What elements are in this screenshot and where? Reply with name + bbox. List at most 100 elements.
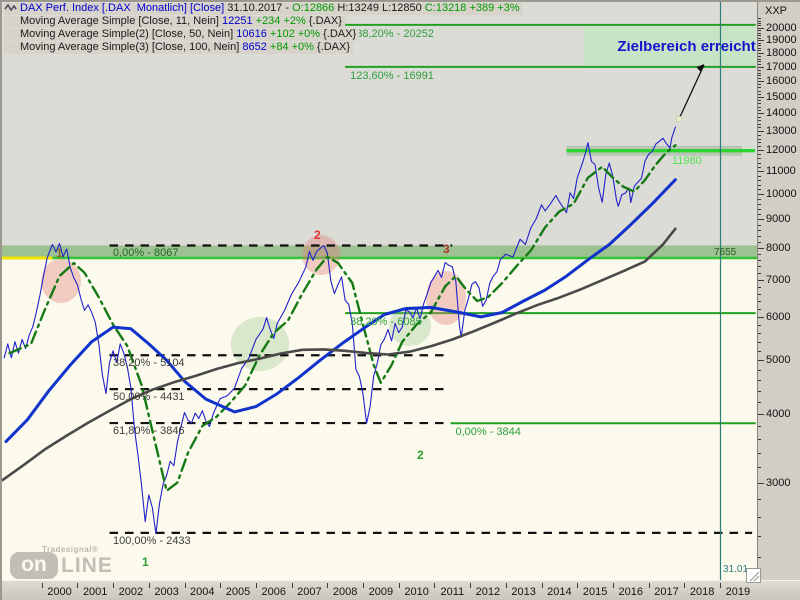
highlight-circle [231,317,289,371]
y-axis-tick-label: 12000 [766,144,797,157]
y-axis-tick-label: 19000 [766,34,797,47]
y-axis-major-tick [758,53,764,55]
y-axis-minor-tick [758,467,761,469]
y-axis-minor-tick [758,370,761,371]
series-moving-average-simple-100- [2,227,677,482]
x-axis-year-label: 2006 [261,586,287,598]
y-axis-tick-label: 13000 [766,125,797,138]
x-axis-year-label: 2013 [511,586,536,598]
y-axis-minor-tick [758,93,761,95]
x-axis-year-label: 2008 [332,586,358,598]
y-axis-minor-tick [758,426,761,427]
y-axis-minor-tick [758,146,761,148]
x-axis-year-label: 2016 [618,586,644,598]
fib-retracement-label: 50,00% - 4431 [113,391,185,404]
y-axis-minor-tick [758,333,761,334]
y-axis-major-tick [758,482,764,484]
y-axis-minor-tick [758,75,761,77]
y-axis-minor-tick [758,116,761,118]
y-axis-minor-tick [758,103,761,105]
elliott-wave-marker: 3 [443,242,450,256]
y-axis-major-tick [758,194,764,195]
y-axis-minor-tick [758,64,761,65]
x-axis-tick [470,583,472,588]
trend-arrow-head [696,64,704,72]
y-axis-minor-tick [758,42,761,44]
y-axis-minor-tick [758,253,761,255]
target-zone-box [584,26,756,65]
y-axis-tick-label: 3000 [766,476,791,489]
fib-retracement-label: 100,00% - 2433 [113,534,191,547]
chart-legend[interactable]: DAX Perf. Index [.DAX Monatlich] [Close]… [4,3,523,55]
legend-text-segment: 8652 [242,41,270,53]
x-axis-year-label: 2003 [154,586,179,598]
y-axis-tick-label: 16000 [766,75,797,88]
x-axis-tick [434,583,436,588]
y-axis-tick-label: 20000 [766,21,797,34]
y-axis-tick-label: 9000 [766,213,791,226]
x-axis-tick [148,583,150,588]
y-axis-tick-label: 11000 [766,165,796,178]
legend-text-segment: 31.10.2017 - [227,2,293,14]
y-axis-minor-tick [758,203,761,205]
fib-retracement-label: 0,00% - 8067 [113,247,179,260]
y-axis-major-tick [758,171,764,173]
legend-text-segment: Moving Average Simple(3) [Close, 100, Ne… [20,41,243,53]
y-axis-minor-tick [758,109,761,111]
cursor-date-label: 31.01. [723,564,751,575]
resize-grip[interactable] [746,568,761,583]
y-axis-tick-label: 5000 [766,354,791,367]
x-axis-tick [684,583,686,588]
y-axis-minor-tick [758,438,761,440]
series-dax-close [3,126,676,535]
y-axis-tick-label: 6000 [766,310,791,323]
y-axis-minor-tick [758,516,761,518]
legend-row-2[interactable]: Moving Average Simple(2) [Close, 50, Nei… [4,3,360,41]
legend-text-segment: +234 +2% [255,15,309,27]
legend-text-segment: {.DAX} [323,28,357,40]
support-zone-value-label: 7655 [714,247,737,259]
x-axis-tick [291,583,293,588]
x-axis-tick [720,583,721,588]
legend-row-1[interactable]: Moving Average Simple [Close, 11, Nein] … [4,3,345,28]
x-axis-year-label: 2005 [225,586,251,598]
y-axis-tick-label: 10000 [766,188,797,200]
legend-text-segment: +102 +0% [269,28,324,40]
y-axis-minor-tick [758,90,761,92]
arrow-handle [676,116,682,122]
x-axis-tick [41,583,43,588]
y-axis-minor-tick [758,557,761,558]
legend-text-segment: Moving Average Simple [Close, 11, Nein] [20,15,222,27]
y-axis-minor-tick [758,55,761,57]
y-axis-minor-tick [758,235,761,237]
y-axis-minor-tick [758,301,761,302]
elliott-wave-marker: 2 [417,448,424,462]
y-axis-minor-tick [758,23,761,25]
time-axis[interactable]: 2000 2001 2002 2003 2004 2005 2006 2007 2008 2009… [2,580,800,600]
x-axis-year-label: 2019 [725,586,751,598]
y-axis-minor-tick [758,230,761,232]
elliott-wave-marker: 1 [56,246,63,260]
price-chart-svg [2,2,757,580]
x-axis-year-label: 2014 [547,586,572,598]
chart-canvas[interactable]: DAX Perf. Index [.DAX Monatlich] [Close]… [2,2,757,580]
y-axis-minor-tick [758,175,761,177]
legend-row-0[interactable]: DAX Perf. Index [.DAX Monatlich] [Close]… [4,3,523,15]
trend-arrow-line [678,64,705,120]
y-axis-minor-tick [758,266,761,268]
y-axis-minor-tick [758,69,761,71]
y-axis-minor-tick [758,45,761,47]
price-axis[interactable]: XXP 20000 19000 18000 17000 16000 15000 14000 1… [757,2,800,580]
x-axis-tick [398,583,400,588]
y-axis-minor-tick [758,47,761,49]
y-axis-minor-tick [758,293,761,295]
y-axis-minor-tick [758,134,761,136]
y-axis-minor-tick [758,100,761,101]
y-axis-minor-tick [758,208,761,210]
x-axis-tick [363,583,364,588]
x-axis-tick [541,583,543,588]
x-axis-tick [612,583,614,588]
y-axis-minor-tick [758,158,761,160]
legend-row-3[interactable]: Moving Average Simple(3) [Close, 100, Ne… [4,3,354,54]
legend-text-segment: Moving Average Simple(2) [Close, 50, Nei… [20,28,237,40]
